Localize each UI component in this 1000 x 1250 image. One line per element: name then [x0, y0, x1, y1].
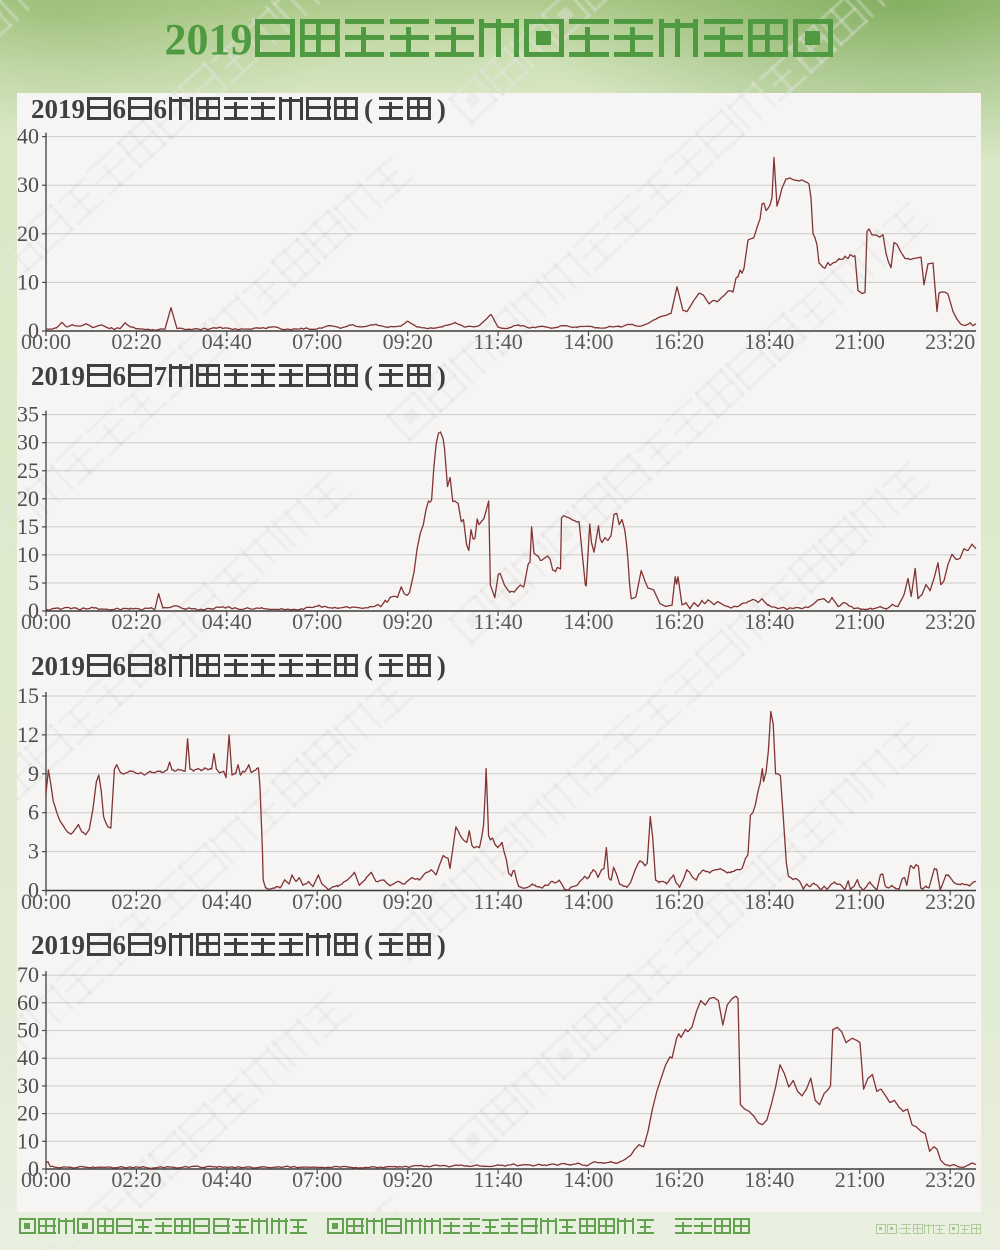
svg-text:18:40: 18:40	[744, 1167, 794, 1192]
svg-text:21:00: 21:00	[835, 889, 885, 914]
svg-text:07:00: 07:00	[292, 1167, 342, 1192]
svg-text:18:40: 18:40	[744, 329, 794, 354]
svg-text:35: 35	[17, 402, 39, 427]
svg-text:16:20: 16:20	[654, 1167, 704, 1192]
svg-text:0: 0	[28, 598, 39, 623]
svg-text:23:20: 23:20	[925, 889, 975, 914]
svg-text:11:40: 11:40	[473, 1167, 522, 1192]
svg-text:02:20: 02:20	[111, 609, 161, 634]
svg-text:30: 30	[17, 430, 39, 455]
svg-text:40: 40	[17, 124, 39, 149]
svg-text:10: 10	[17, 1128, 39, 1153]
svg-text:07:00: 07:00	[292, 329, 342, 354]
svg-text:30: 30	[17, 172, 39, 197]
svg-text:40: 40	[17, 1045, 39, 1070]
svg-text:20: 20	[17, 1101, 39, 1126]
svg-text:04:40: 04:40	[202, 329, 252, 354]
svg-text:04:40: 04:40	[202, 609, 252, 634]
svg-text:14:00: 14:00	[563, 609, 613, 634]
svg-text:21:00: 21:00	[835, 1167, 885, 1192]
svg-text:0: 0	[28, 1156, 39, 1181]
svg-text:23:20: 23:20	[925, 609, 975, 634]
svg-text:11:40: 11:40	[473, 889, 522, 914]
svg-text:6: 6	[28, 800, 39, 825]
svg-text:02:20: 02:20	[111, 329, 161, 354]
svg-text:18:40: 18:40	[744, 609, 794, 634]
svg-text:02:20: 02:20	[111, 889, 161, 914]
svg-text:00:00: 00:00	[21, 609, 71, 634]
svg-text:0: 0	[28, 878, 39, 903]
svg-text:07:00: 07:00	[292, 889, 342, 914]
svg-text:0: 0	[28, 318, 39, 343]
svg-text:21:00: 21:00	[835, 329, 885, 354]
svg-text:20: 20	[17, 486, 39, 511]
svg-text:14:00: 14:00	[563, 889, 613, 914]
svg-text:09:20: 09:20	[383, 1167, 433, 1192]
svg-text:25: 25	[17, 458, 39, 483]
svg-text:70: 70	[17, 962, 39, 987]
svg-text:04:40: 04:40	[202, 1167, 252, 1192]
svg-text:20: 20	[17, 221, 39, 246]
svg-text:60: 60	[17, 990, 39, 1015]
svg-text:15: 15	[17, 514, 39, 539]
svg-text:10: 10	[17, 269, 39, 294]
svg-text:14:00: 14:00	[563, 1167, 613, 1192]
svg-text:50: 50	[17, 1018, 39, 1043]
svg-text:23:20: 23:20	[925, 1167, 975, 1192]
svg-text:18:40: 18:40	[744, 889, 794, 914]
svg-text:09:20: 09:20	[383, 609, 433, 634]
svg-text:16:20: 16:20	[654, 889, 704, 914]
svg-text:00:00: 00:00	[21, 329, 71, 354]
svg-text:11:40: 11:40	[473, 329, 522, 354]
svg-text:07:00: 07:00	[292, 609, 342, 634]
svg-text:14:00: 14:00	[563, 329, 613, 354]
svg-text:10: 10	[17, 542, 39, 567]
svg-text:9: 9	[28, 761, 39, 786]
svg-text:23:20: 23:20	[925, 329, 975, 354]
svg-text:12: 12	[17, 722, 39, 747]
svg-text:3: 3	[28, 839, 39, 864]
svg-text:5: 5	[28, 570, 39, 595]
svg-text:09:20: 09:20	[383, 329, 433, 354]
svg-text:30: 30	[17, 1073, 39, 1098]
svg-text:00:00: 00:00	[21, 1167, 71, 1192]
svg-text:09:20: 09:20	[383, 889, 433, 914]
svg-text:11:40: 11:40	[473, 609, 522, 634]
svg-text:16:20: 16:20	[654, 609, 704, 634]
svg-text:02:20: 02:20	[111, 1167, 161, 1192]
svg-text:00:00: 00:00	[21, 889, 71, 914]
svg-text:04:40: 04:40	[202, 889, 252, 914]
svg-text:15: 15	[17, 683, 39, 708]
svg-text:16:20: 16:20	[654, 329, 704, 354]
svg-text:21:00: 21:00	[835, 609, 885, 634]
